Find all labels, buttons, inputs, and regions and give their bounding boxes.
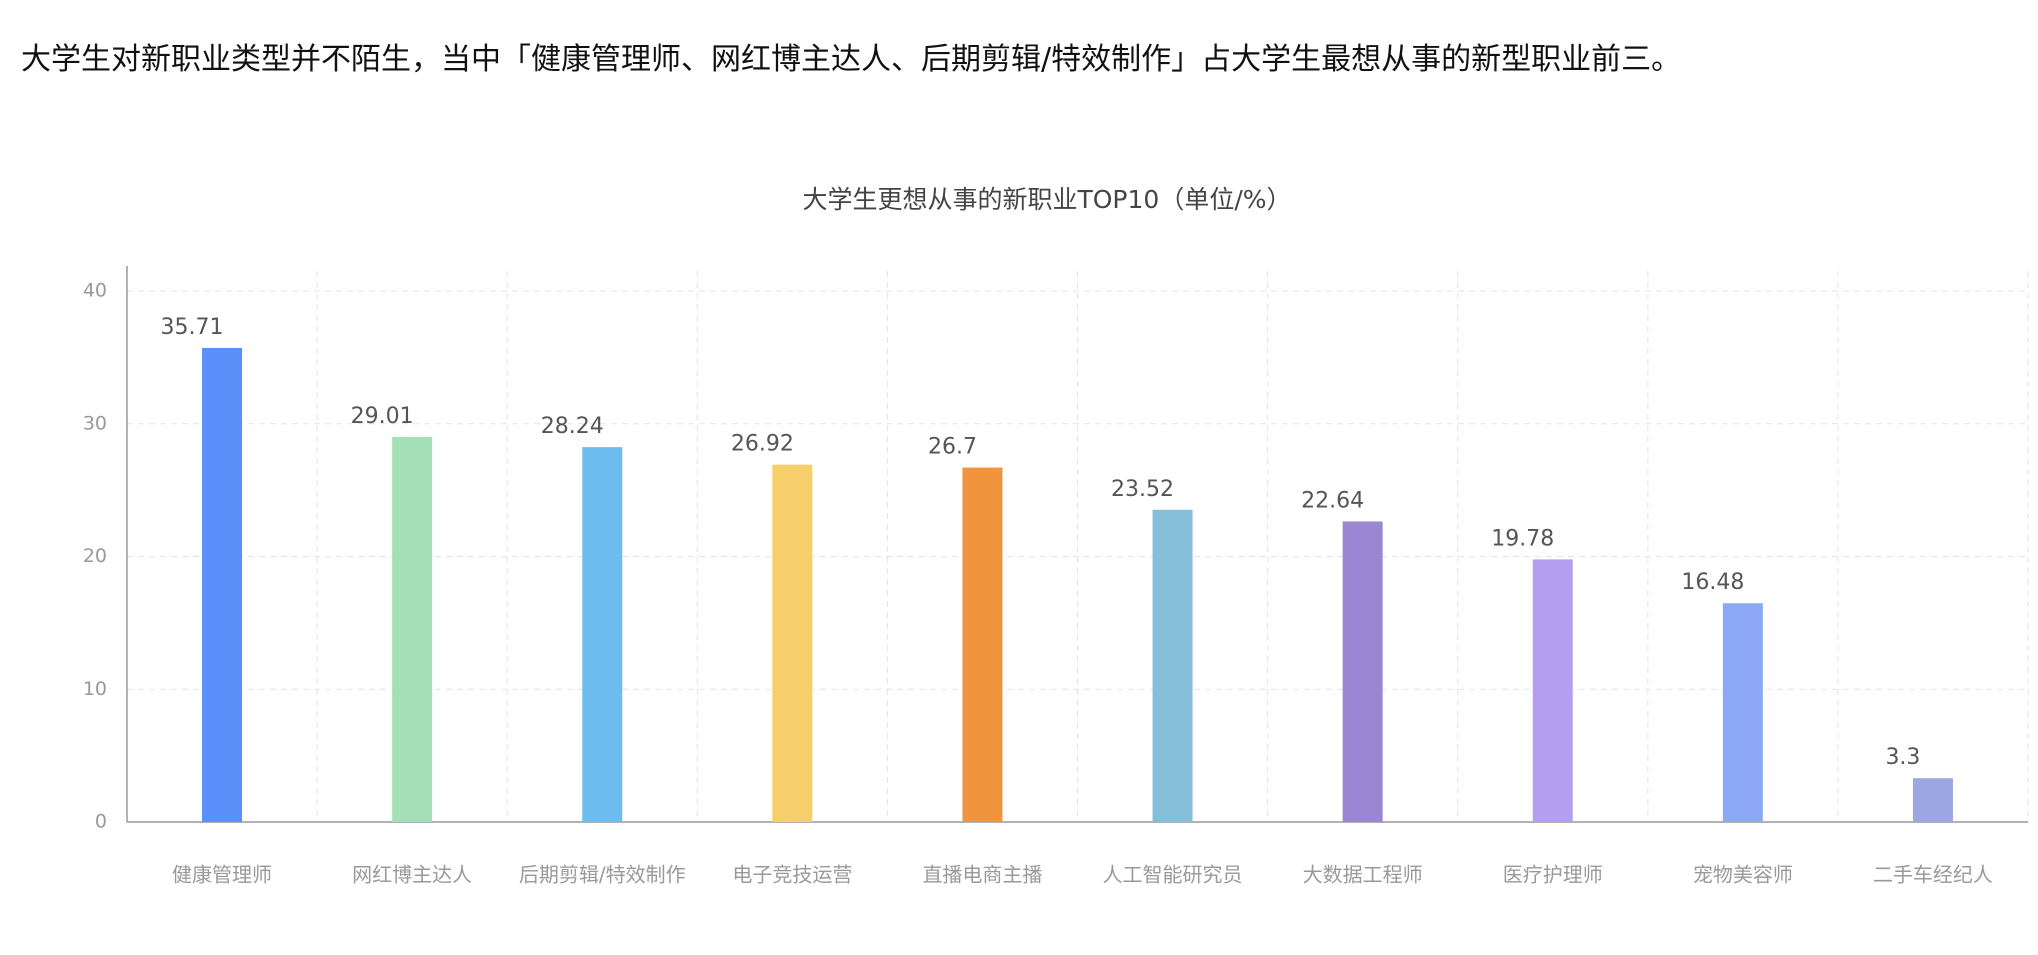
y-tick-label: 30 bbox=[83, 412, 107, 434]
data-label: 23.52 bbox=[1111, 477, 1174, 502]
data-label: 19.78 bbox=[1491, 526, 1554, 551]
bar bbox=[1152, 509, 1193, 822]
x-tick-label: 二手车经纪人 bbox=[1873, 863, 1993, 887]
bar bbox=[772, 464, 813, 822]
bar bbox=[392, 436, 433, 822]
x-tick-label: 电子竞技运营 bbox=[732, 863, 852, 887]
x-tick-label: 宠物美容师 bbox=[1693, 863, 1793, 887]
x-tick-label: 大数据工程师 bbox=[1303, 863, 1423, 887]
bar bbox=[1912, 778, 1953, 822]
data-label: 16.48 bbox=[1681, 570, 1744, 595]
intro-text: 大学生对新职业类型并不陌生，当中「健康管理师、网红博主达人、后期剪辑/特效制作」… bbox=[21, 42, 1682, 77]
bar bbox=[1722, 603, 1763, 822]
bar bbox=[1342, 521, 1383, 822]
data-label: 26.92 bbox=[731, 432, 794, 457]
bar bbox=[1532, 559, 1573, 822]
x-tick-label: 医疗护理师 bbox=[1503, 863, 1603, 887]
x-tick-label: 网红博主达人 bbox=[352, 863, 472, 887]
data-label: 3.3 bbox=[1885, 745, 1920, 770]
data-label: 35.71 bbox=[161, 315, 224, 340]
bar bbox=[962, 467, 1003, 822]
chart-title: 大学生更想从事的新职业TOP10（单位/%） bbox=[802, 185, 1291, 214]
y-tick-label: 40 bbox=[83, 280, 107, 302]
data-label: 26.7 bbox=[928, 435, 977, 460]
bar bbox=[202, 347, 243, 822]
data-label: 28.24 bbox=[541, 414, 604, 439]
y-tick-label: 20 bbox=[83, 545, 107, 567]
bar bbox=[582, 447, 623, 822]
x-tick-label: 健康管理师 bbox=[172, 863, 272, 887]
x-tick-label: 直播电商主播 bbox=[922, 863, 1042, 887]
x-tick-label: 人工智能研究员 bbox=[1103, 863, 1243, 887]
y-tick-label: 0 bbox=[95, 811, 107, 833]
data-label: 22.64 bbox=[1301, 488, 1364, 513]
y-tick-label: 10 bbox=[83, 678, 107, 700]
x-tick-label: 后期剪辑/特效制作 bbox=[519, 863, 686, 887]
data-label: 29.01 bbox=[351, 404, 414, 429]
